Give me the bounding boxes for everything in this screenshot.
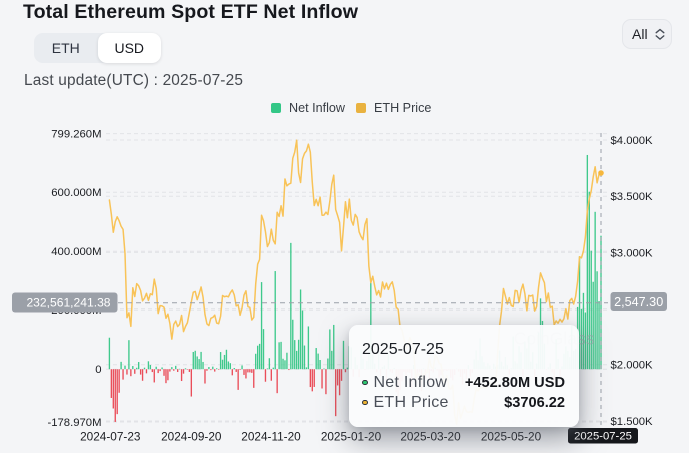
svg-text:600.000M: 600.000M <box>51 187 101 199</box>
svg-text:2025-07-25: 2025-07-25 <box>574 431 632 443</box>
svg-text:2024-07-23: 2024-07-23 <box>80 430 141 444</box>
svg-text:400.000M: 400.000M <box>51 246 101 258</box>
svg-text:$2.000K: $2.000K <box>611 360 654 372</box>
svg-text:2025-03-20: 2025-03-20 <box>400 430 461 444</box>
svg-text:$1.500K: $1.500K <box>611 416 654 428</box>
svg-text:$3.500K: $3.500K <box>611 191 654 203</box>
svg-text:2025-01-20: 2025-01-20 <box>321 430 382 444</box>
svg-text:$4.000K: $4.000K <box>611 135 654 147</box>
svg-text:$3.000K: $3.000K <box>611 247 654 259</box>
svg-text:2024-09-20: 2024-09-20 <box>161 430 222 444</box>
svg-text:-178.970M: -178.970M <box>47 417 101 429</box>
svg-text:2025-05-20: 2025-05-20 <box>481 430 542 444</box>
svg-text:0: 0 <box>95 364 101 376</box>
svg-text:2,547.30: 2,547.30 <box>614 295 663 309</box>
svg-text:2024-11-20: 2024-11-20 <box>241 430 301 444</box>
svg-text:799.260M: 799.260M <box>51 129 101 141</box>
svg-text:232,561,241.38: 232,561,241.38 <box>26 296 110 310</box>
